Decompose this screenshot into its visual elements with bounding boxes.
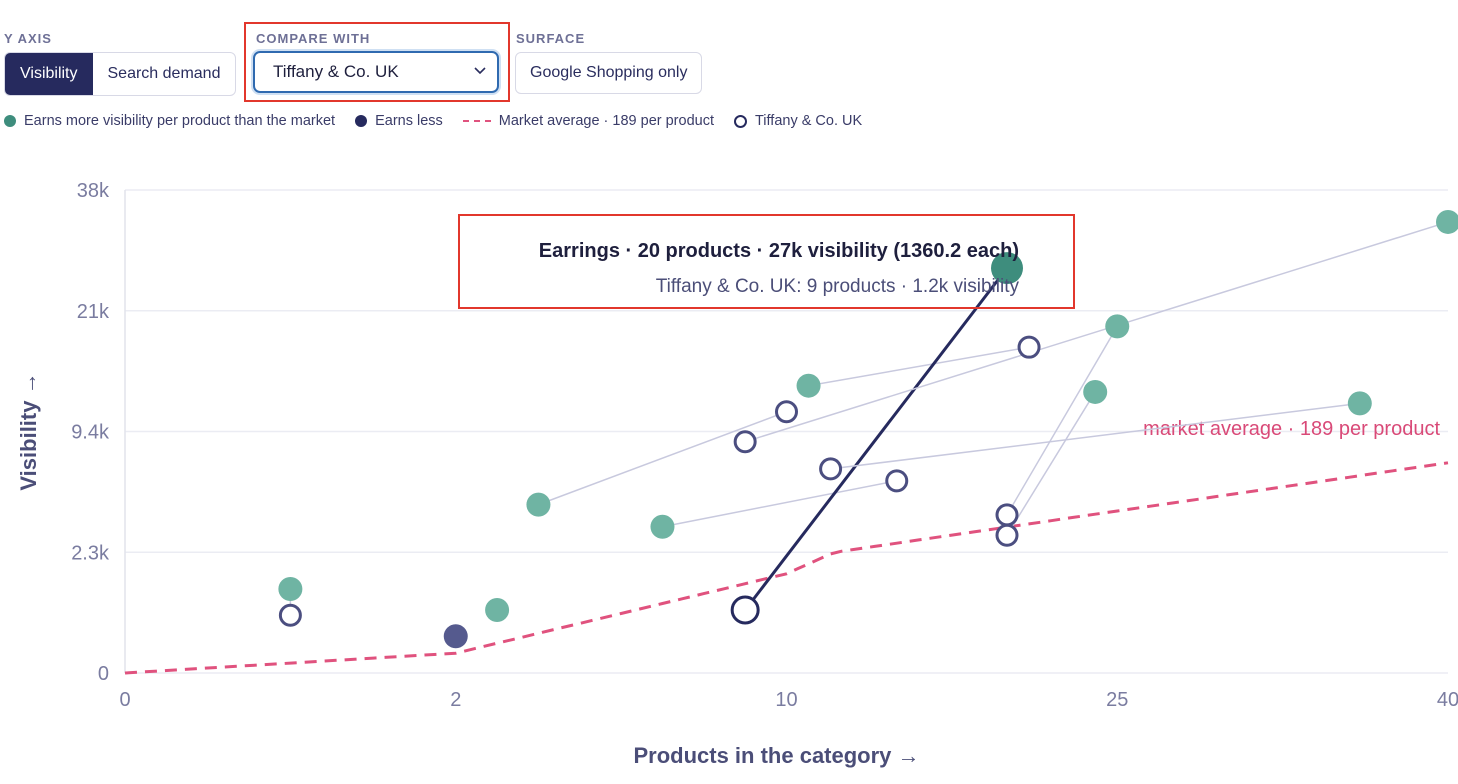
market-point (526, 492, 551, 517)
surface-google-shopping-button[interactable]: Google Shopping only (515, 52, 703, 94)
legend-less: Earns less (355, 113, 443, 129)
y-tick-label: 21k (77, 301, 110, 323)
connector-line (808, 346, 1030, 387)
competitor-point (775, 400, 798, 424)
connector-line (538, 411, 787, 506)
highlight-connector-line (743, 267, 1009, 611)
market-average-label: market average · 189 per product (1143, 418, 1440, 440)
market-point (1105, 314, 1130, 339)
x-axis-title: Products in the category → (633, 743, 919, 768)
chevron-down-icon (474, 67, 486, 75)
compare-with-value: Tiffany & Co. UK (273, 62, 399, 81)
tooltip-competitor: Tiffany & Co. UK: 9 products · 1.2k visi… (655, 276, 1019, 297)
connector-line (830, 402, 1360, 470)
y-tick-label: 2.3k (71, 542, 110, 564)
connector-line (662, 480, 897, 528)
x-tick-label: 40 (1437, 689, 1458, 711)
x-tick-label: 0 (119, 689, 130, 711)
highlighted-market-point (991, 252, 1023, 285)
x-tick-label: 2 (450, 689, 461, 711)
market-point (796, 373, 821, 398)
legend-competitor-label: Tiffany & Co. UK (754, 113, 863, 129)
connector-line (1006, 325, 1118, 516)
surface-label: SURFACE (516, 31, 586, 46)
competitor-point (995, 503, 1019, 527)
y-axis-label: Y AXIS (4, 31, 52, 46)
y-axis-search-demand-button[interactable]: Search demand (107, 65, 221, 82)
point-tooltip: Earrings · 20 products · 27k visibility … (458, 214, 1075, 309)
competitor-point (819, 457, 843, 481)
legend-more-swatch (4, 115, 16, 127)
market-point (1347, 391, 1372, 416)
legend-more: Earns more visibility per product than t… (4, 113, 335, 129)
tooltip-title: Earrings · 20 products · 27k visibility … (538, 240, 1019, 262)
competitor-point (995, 523, 1019, 547)
market-average-line (124, 461, 1449, 675)
competitor-point (885, 469, 909, 493)
y-axis-toggle: Visibility Search demand (4, 52, 237, 96)
compare-with-select[interactable]: Tiffany & Co. UK (253, 51, 499, 93)
y-tick-label: 0 (98, 663, 109, 685)
legend-competitor-swatch (733, 114, 747, 128)
market-point (650, 514, 675, 539)
legend-average-swatch (462, 120, 491, 122)
y-tick-label: 9.4k (71, 422, 110, 444)
y-axis-visibility-button[interactable]: Visibility (5, 53, 93, 95)
legend-less-swatch (355, 115, 368, 127)
connector-line (1006, 391, 1096, 536)
y-axis-title: Visibility → (16, 372, 41, 490)
compare-with-label: COMPARE WITH (256, 31, 371, 46)
legend-more-label: Earns more visibility per product than t… (24, 113, 336, 129)
x-tick-label: 25 (1106, 689, 1128, 711)
compare-with-highlight-box (244, 22, 510, 102)
x-tick-label: 10 (775, 689, 797, 711)
competitor-point (1017, 335, 1041, 359)
market-point (1436, 209, 1458, 234)
legend-less-label: Earns less (375, 113, 443, 129)
competitor-point (278, 603, 302, 627)
competitor-point (733, 430, 757, 454)
legend-average-label: Market average · 189 per product (498, 113, 714, 129)
chart-legend: Earns more visibility per product than t… (4, 113, 882, 129)
y-tick-label: 38k (77, 180, 110, 202)
legend-average: Market average · 189 per product (462, 113, 714, 129)
market-point-more (485, 598, 510, 622)
connector-line (744, 221, 1449, 443)
highlighted-competitor-point (730, 595, 760, 625)
market-point-less (443, 624, 468, 649)
market-point (1083, 379, 1108, 404)
legend-competitor: Tiffany & Co. UK (733, 113, 863, 129)
market-point (278, 577, 303, 601)
